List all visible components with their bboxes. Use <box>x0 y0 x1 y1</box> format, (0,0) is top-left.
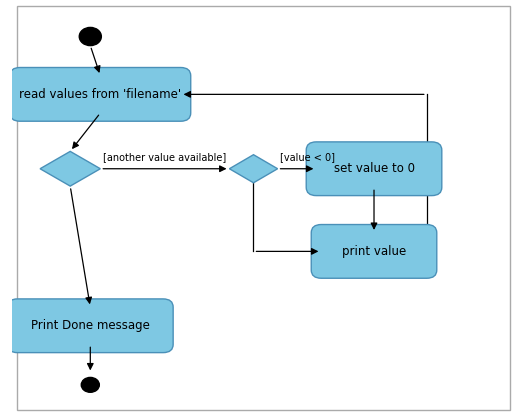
Circle shape <box>81 377 100 392</box>
Text: read values from 'filename': read values from 'filename' <box>19 88 182 101</box>
Polygon shape <box>230 155 278 183</box>
Text: set value to 0: set value to 0 <box>333 162 414 175</box>
Text: print value: print value <box>342 245 406 258</box>
Polygon shape <box>40 151 100 186</box>
Text: [another value available]: [another value available] <box>103 153 226 163</box>
Circle shape <box>76 373 104 396</box>
FancyBboxPatch shape <box>311 225 437 278</box>
Circle shape <box>79 27 101 46</box>
FancyBboxPatch shape <box>306 142 442 196</box>
Text: [value < 0]: [value < 0] <box>280 153 335 163</box>
FancyBboxPatch shape <box>7 299 173 353</box>
FancyBboxPatch shape <box>10 67 191 121</box>
Text: Print Done message: Print Done message <box>31 319 150 332</box>
